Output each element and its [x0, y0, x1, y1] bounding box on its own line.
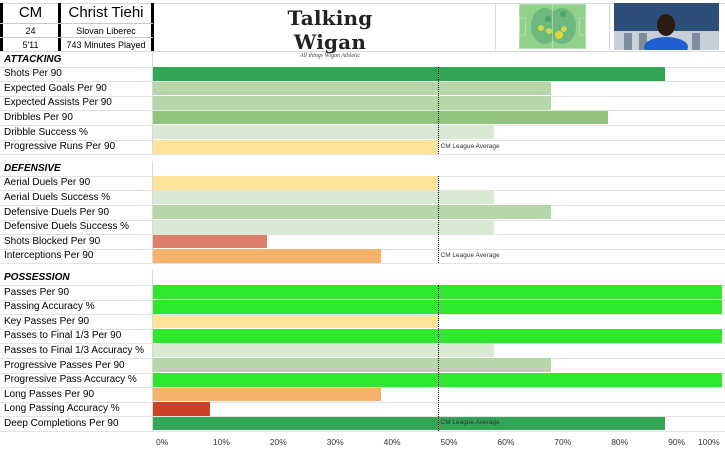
metric-label: Long Passes Per 90 [4, 388, 95, 400]
league-average-label: CM League Average [440, 251, 500, 259]
header-divider [0, 23, 153, 24]
metric-bar [153, 314, 438, 329]
x-tick-label: 40% [383, 437, 401, 447]
metric-bar [153, 96, 552, 110]
x-tick-label: 70% [554, 437, 572, 447]
metric-bar [153, 176, 438, 190]
x-tick-label: 10% [212, 437, 230, 447]
metric-bar [153, 219, 495, 234]
metric-label: Passing Accuracy % [4, 301, 95, 313]
metric-bar [153, 139, 438, 154]
metric-bar [153, 234, 267, 249]
x-tick-label: 0% [156, 437, 169, 447]
player-height: 5'11 [22, 40, 39, 50]
league-average-label: CM League Average [440, 142, 500, 150]
metric-bar [153, 205, 552, 220]
metric-label: Defensive Duels Per 90 [4, 206, 110, 218]
metric-label: Dribbles Per 90 [4, 111, 73, 123]
league-average-line [437, 285, 439, 431]
metric-bar [153, 402, 210, 416]
section-title-defensive: DEFENSIVE [4, 162, 61, 174]
metric-label: Dribble Success % [4, 126, 88, 138]
x-tick-label: 20% [269, 437, 287, 447]
header-border-right [151, 3, 154, 51]
row-divider [0, 263, 725, 265]
label-column-divider [152, 161, 153, 264]
metric-label: Passes Per 90 [4, 286, 70, 298]
row-divider [0, 401, 725, 403]
minutes-played: 743 Minutes Played [66, 40, 146, 50]
metric-label: Progressive Pass Accuracy % [4, 374, 137, 386]
x-tick-label: 60% [497, 437, 515, 447]
metric-label: Expected Assists Per 90 [4, 97, 112, 109]
x-tick-label: 30% [326, 437, 344, 447]
metric-bar [153, 81, 552, 96]
row-divider [0, 234, 725, 236]
metric-bar [153, 416, 666, 431]
metric-bar [153, 190, 495, 205]
metric-label: Shots Per 90 [4, 68, 62, 80]
player-age: 24 [25, 26, 36, 36]
header-border-left [0, 3, 3, 51]
header-divider [0, 37, 153, 38]
metric-label: Aerial Duels Per 90 [4, 177, 91, 189]
sheet-top-border [0, 0, 725, 4]
metric-label: Deep Completions Per 90 [4, 417, 119, 429]
section-title-possession: POSSESSION [4, 271, 70, 283]
x-tick-label: 80% [611, 437, 629, 447]
metric-bar [153, 125, 495, 140]
metric-label: Defensive Duels Success % [4, 221, 130, 233]
metric-label: Progressive Runs Per 90 [4, 141, 116, 153]
metric-label: Shots Blocked Per 90 [4, 235, 101, 247]
x-tick-label: 100% [698, 437, 720, 447]
brand-title: Talking Wigan [287, 6, 373, 54]
header-divider [0, 51, 725, 52]
league-average-line [437, 175, 439, 264]
metric-bar [153, 343, 495, 358]
label-column-divider [152, 270, 153, 431]
player-photo-icon [614, 3, 719, 50]
metric-bar [153, 387, 381, 402]
player-club: Slovan Liberec [76, 26, 136, 36]
section-title-attacking: ATTACKING [4, 53, 62, 65]
metric-bar [153, 249, 381, 263]
position-badge: CM [18, 4, 43, 21]
metric-label: Passes to Final 1/3 Accuracy % [4, 344, 145, 356]
metric-label: Aerial Duels Success % [4, 191, 111, 203]
metric-label: Expected Goals Per 90 [4, 82, 107, 94]
heatmap-icon [519, 4, 586, 49]
brand-subtitle: All things Wigan Athletic [299, 53, 361, 59]
metric-label: Key Passes Per 90 [4, 315, 90, 327]
player-name: Christ Tiehi [68, 4, 144, 21]
metric-label: Passes to Final 1/3 Per 90 [4, 330, 122, 342]
label-column-divider [152, 52, 153, 155]
metric-label: Progressive Passes Per 90 [4, 359, 125, 371]
metric-label: Interceptions Per 90 [4, 250, 94, 262]
x-tick-label: 90% [668, 437, 686, 447]
row-divider [0, 154, 725, 156]
metric-bar [153, 110, 609, 125]
metric-label: Long Passing Accuracy % [4, 403, 120, 415]
header-cell-sep [495, 3, 496, 50]
brand-logo: Talking Wigan All things Wigan Athletic [255, 6, 405, 59]
metric-bar [153, 66, 666, 81]
header-cell-sep [609, 3, 610, 50]
x-tick-label: 50% [440, 437, 458, 447]
league-average-label: CM League Average [440, 419, 500, 427]
metric-bar [153, 358, 552, 373]
league-average-line [437, 66, 439, 155]
header-border-mid [58, 3, 61, 51]
row-divider [0, 431, 725, 432]
